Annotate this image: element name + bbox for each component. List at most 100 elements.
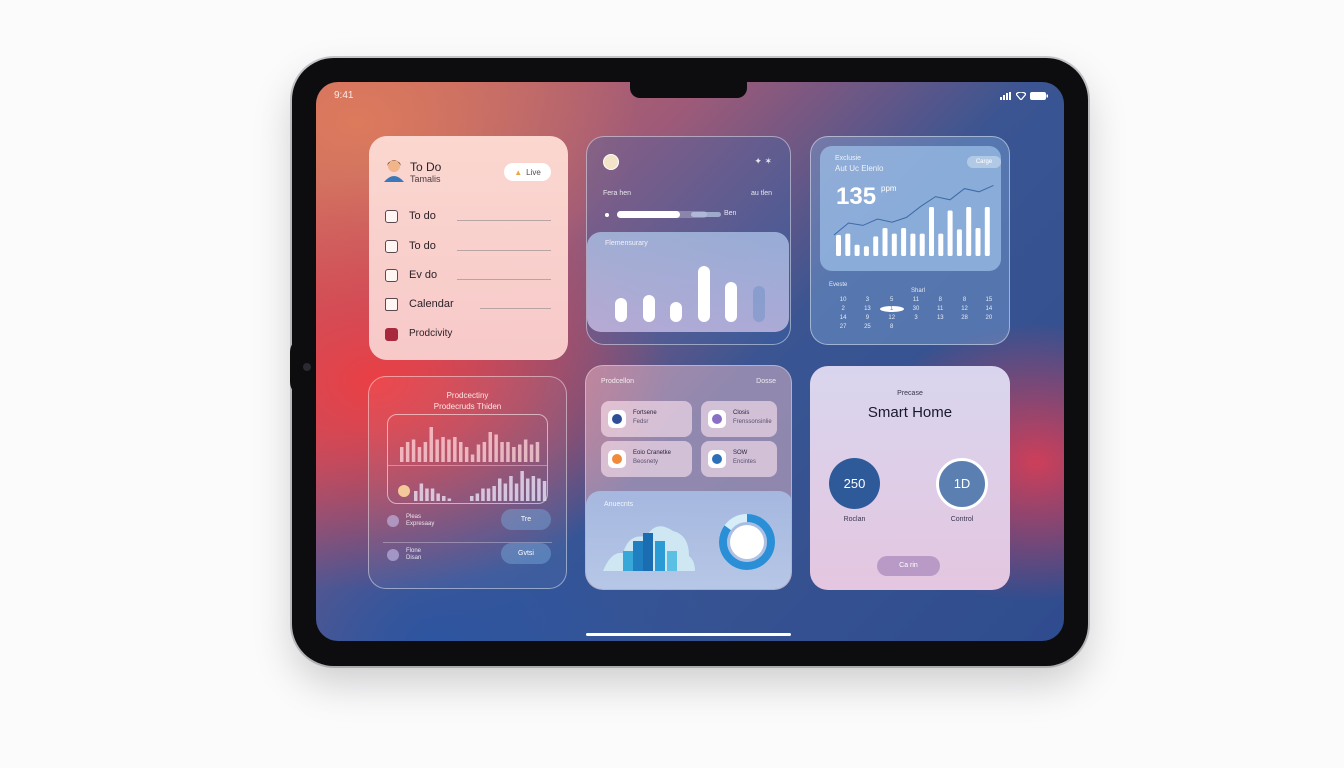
chart-bar [425, 488, 429, 501]
productivity-icon [385, 328, 398, 341]
chart-bar [429, 427, 433, 462]
settings-icon[interactable]: ✦ ✶ [754, 156, 772, 166]
calendar-day[interactable]: 28 [961, 315, 968, 321]
calendar-day[interactable]: 12 [888, 315, 896, 321]
todo-title: To Do [410, 160, 442, 174]
calendar-day[interactable]: 1 [879, 306, 904, 312]
calendar-header: Sharl [911, 288, 926, 294]
tile-subtitle: Fedsr [633, 419, 649, 425]
todo-item-calendar[interactable]: Calendar [385, 296, 551, 314]
dial-label: Control [950, 516, 974, 523]
calendar-day[interactable]: 5 [890, 297, 894, 303]
tile-title: Eoio Cranetke [633, 450, 672, 456]
calendar-day[interactable]: 11 [912, 297, 920, 303]
dial-value[interactable]: 1D [936, 458, 988, 510]
todo-item-productivity[interactable]: Prodcivity [385, 326, 545, 344]
activity-widget[interactable]: ✦ ✶ Fera hen au tlen Ben Flemensurary [586, 136, 791, 345]
chart-bar [956, 229, 962, 256]
row-subtitle: Disan [406, 555, 422, 561]
productivity-bars [400, 427, 547, 501]
chart-bar [670, 302, 682, 322]
calendar-day[interactable]: 27 [839, 324, 847, 330]
progress-bar [617, 211, 707, 218]
todo-item-label: To do [409, 240, 436, 252]
dot-icon [605, 213, 609, 217]
calendar-day[interactable]: 3 [865, 297, 870, 303]
status-time: 9:41 [334, 90, 354, 101]
calendar-day[interactable]: 15 [985, 297, 993, 303]
live-button[interactable]: ▲ Live [504, 163, 551, 181]
app-tile[interactable]: Closis Frenssonsinlie [701, 401, 777, 437]
calendar-grid[interactable]: 10 3 5 11 8 8 15 2 13 1 30 11 12 14 14 9 12 3 13 28 20 27 25 8 [831, 297, 1001, 330]
apps-bottom-panel: Anuecnts [586, 491, 791, 589]
chart-bar [430, 488, 435, 501]
calendar-day[interactable]: 3 [914, 315, 918, 321]
stats-label: Exclusie [835, 155, 862, 162]
smart-home-button[interactable]: Ca rin [877, 556, 940, 576]
progress-label: Ben [724, 210, 737, 217]
chart-bar [423, 442, 428, 462]
checkbox[interactable] [385, 210, 398, 223]
chart-bar [509, 476, 513, 501]
calendar-day[interactable]: 8 [938, 297, 942, 303]
checkbox[interactable] [385, 240, 398, 253]
calendar-day[interactable]: 14 [985, 306, 993, 312]
shapes-icon [608, 450, 626, 468]
row-button[interactable]: Gvtsi [501, 543, 551, 564]
sun-icon [398, 485, 410, 497]
calendar-month: Eveste [829, 282, 848, 288]
chart-bar [498, 478, 502, 501]
todo-item[interactable]: To do [385, 238, 551, 256]
todo-item[interactable]: Ev do [385, 267, 551, 285]
calendar-day[interactable]: 12 [961, 306, 968, 312]
todo-item[interactable]: To do [385, 208, 551, 226]
smart-home-title: Smart Home [867, 404, 953, 421]
chart-bar [845, 233, 851, 256]
smart-home-widget[interactable]: Precase Smart Home 250 Roclan 1D Control… [810, 366, 1010, 590]
calendar-day[interactable]: 9 [865, 315, 870, 321]
chart-bar [836, 235, 841, 256]
divider [480, 308, 551, 309]
calendar-day[interactable]: 30 [912, 306, 920, 312]
stats-chart-panel: Exclusie Aut Uc Elenlo Carge 135 ppm [820, 146, 1001, 271]
todo-widget[interactable]: To Do Tamalis ▲ Live To do To do Ev do Ca… [369, 136, 568, 360]
calendar-day[interactable]: 8 [962, 297, 967, 303]
chart-bar [470, 496, 474, 501]
app-tile[interactable]: Eoio Cranetke Beosnety [601, 441, 692, 477]
calendar-day[interactable]: 20 [985, 315, 993, 321]
calendar-day[interactable]: 13 [864, 306, 871, 312]
calendar-day[interactable]: 25 [864, 324, 871, 330]
app-tile[interactable]: Fortsene Fedsr [601, 401, 692, 437]
divider [457, 250, 551, 251]
dial-value[interactable]: 250 [829, 458, 880, 509]
chart-bar [854, 244, 860, 256]
app-tile[interactable]: SOW Encintes [701, 441, 777, 477]
apps-widget[interactable]: Prodcellon Dosse Fortsene Fedsr Closis F… [585, 365, 792, 590]
row-button[interactable]: Tre [501, 509, 551, 530]
chart-bar [441, 437, 445, 462]
donut-center [730, 525, 764, 559]
home-indicator[interactable] [586, 633, 791, 636]
productivity-widget[interactable]: Prodcectiny Prodecruds Thiden Pleas Expr… [368, 376, 567, 589]
apps-right-label[interactable]: Dosse [756, 378, 776, 385]
checkbox[interactable] [385, 269, 398, 282]
calendar-day[interactable]: 13 [936, 315, 944, 321]
calendar-day[interactable]: 8 [890, 324, 894, 330]
chart-bar [910, 233, 916, 256]
divider [383, 542, 552, 543]
chart-bar [531, 476, 536, 501]
chart-bar [411, 439, 416, 462]
avatar [384, 160, 404, 182]
chart-bar [520, 471, 524, 501]
calendar-day[interactable]: 14 [839, 315, 847, 321]
calendar-day[interactable]: 2 [841, 306, 845, 312]
calendar-day[interactable]: 11 [937, 306, 944, 312]
row-icon [387, 515, 399, 527]
change-button[interactable]: Carge [967, 156, 1001, 168]
chart-bar [436, 493, 440, 501]
stats-widget[interactable]: Exclusie Aut Uc Elenlo Carge 135 ppm Eve… [810, 136, 1010, 345]
calendar-day[interactable]: 10 [839, 297, 847, 303]
tile-title: Fortsene [633, 410, 657, 416]
activity-chart: Flemensurary [587, 232, 789, 332]
secondary-bar [691, 212, 721, 217]
